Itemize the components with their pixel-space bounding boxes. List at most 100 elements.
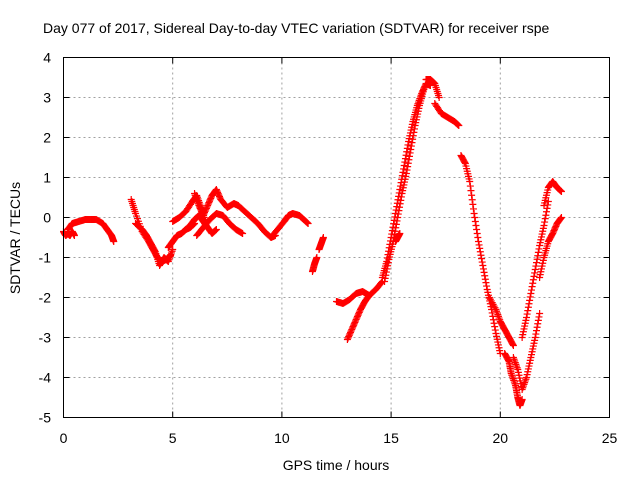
- data-point: [391, 227, 399, 235]
- data-point: [541, 218, 549, 226]
- data-point: [407, 146, 415, 153]
- data-point: [165, 256, 173, 264]
- data-point: [533, 323, 541, 331]
- data-point: [556, 215, 564, 223]
- y-tick-label: -4: [39, 370, 52, 386]
- y-tick-label: 0: [43, 210, 51, 226]
- data-point: [313, 254, 321, 261]
- data-point: [490, 319, 498, 327]
- data-point: [392, 224, 400, 232]
- data-point: [509, 342, 517, 349]
- data-point: [474, 238, 482, 245]
- data-point: [381, 274, 389, 282]
- data-point: [392, 220, 400, 228]
- data-point: [407, 142, 415, 150]
- data-point: [491, 326, 499, 334]
- data-point: [212, 226, 220, 233]
- data-point: [519, 384, 527, 392]
- data-point: [534, 252, 542, 260]
- data-point: [557, 214, 565, 222]
- data-point: [166, 254, 174, 262]
- data-point: [535, 245, 543, 253]
- data-point: [531, 334, 539, 341]
- data-point: [470, 210, 478, 217]
- data-point: [394, 210, 402, 218]
- data-point: [478, 255, 486, 263]
- data-point: [491, 323, 499, 331]
- data-point: [151, 246, 159, 254]
- data-point: [409, 135, 417, 143]
- y-tick-label: 2: [43, 130, 51, 146]
- data-point: [508, 373, 516, 381]
- data-point: [382, 271, 390, 279]
- data-point: [521, 379, 529, 387]
- data-point: [532, 327, 540, 335]
- data-point: [304, 220, 312, 227]
- data-point: [509, 354, 517, 361]
- y-tick-label: 1: [43, 170, 51, 186]
- data-point: [472, 222, 480, 229]
- data-point: [519, 382, 527, 390]
- data-point: [365, 292, 373, 299]
- data-point: [491, 304, 499, 312]
- x-tick-label: 10: [274, 430, 290, 446]
- data-point: [404, 159, 412, 167]
- data-point: [408, 139, 416, 147]
- data-point: [435, 94, 443, 101]
- data-point: [377, 279, 385, 287]
- data-point: [542, 211, 550, 219]
- data-point: [397, 196, 405, 204]
- data-point: [393, 217, 401, 225]
- y-tick-label: -5: [39, 410, 52, 426]
- data-point: [525, 300, 533, 308]
- data-point: [540, 222, 548, 229]
- data-point: [557, 188, 565, 195]
- data-point: [530, 272, 538, 280]
- data-point: [397, 193, 405, 201]
- data-point: [478, 258, 486, 266]
- data-point: [513, 364, 521, 372]
- x-tick-labels: 0 5 10 15 20 25: [60, 430, 618, 446]
- data-point: [510, 376, 518, 384]
- data-point: [492, 306, 500, 313]
- data-point: [395, 207, 403, 215]
- data-point: [384, 262, 392, 270]
- data-point: [495, 314, 503, 322]
- data-point: [396, 200, 404, 208]
- data-point: [411, 125, 418, 133]
- data-point: [510, 378, 518, 386]
- data-point: [466, 178, 474, 185]
- data-point: [167, 249, 175, 257]
- data-point: [534, 320, 542, 328]
- data-point: [383, 265, 391, 273]
- data-point: [518, 386, 526, 393]
- data-point: [468, 196, 476, 204]
- data-point: [410, 128, 418, 136]
- data-point: [476, 248, 484, 256]
- data-point: [404, 141, 412, 149]
- y-tick-label: -1: [39, 250, 52, 266]
- data-point: [535, 313, 543, 321]
- data-point: [477, 251, 485, 259]
- data-point: [461, 158, 469, 166]
- x-tick-label: 5: [169, 430, 177, 446]
- data-point: [489, 316, 497, 324]
- y-tick-labels: -5 -4 -3 -2 -1 0 1 2 3 4: [39, 50, 52, 426]
- x-tick-label: 20: [493, 430, 509, 446]
- data-point: [110, 238, 118, 245]
- data-point: [400, 165, 408, 173]
- data-point: [482, 279, 490, 287]
- data-point: [481, 272, 489, 280]
- data-point: [526, 296, 534, 304]
- data-point: [542, 208, 550, 216]
- data-point: [475, 241, 483, 249]
- x-tick-label: 15: [383, 430, 399, 446]
- data-point: [384, 259, 392, 267]
- data-point: [191, 191, 199, 199]
- data-point: [511, 357, 519, 365]
- data-point: [531, 269, 539, 277]
- data-point: [394, 214, 402, 221]
- data-point: [529, 276, 537, 284]
- data-point: [479, 262, 487, 269]
